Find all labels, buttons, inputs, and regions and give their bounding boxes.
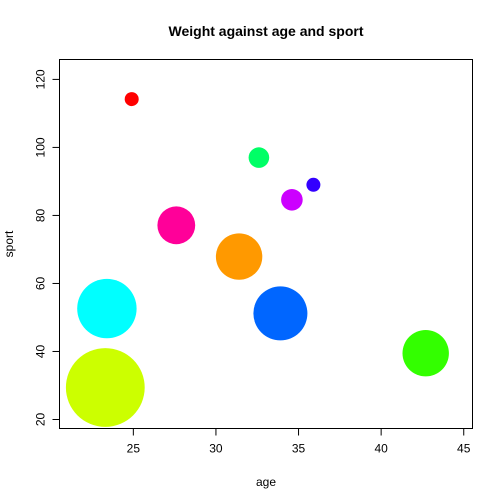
y-axis-label: sport bbox=[2, 230, 16, 257]
x-tick-label: 35 bbox=[292, 442, 306, 456]
x-axis-label: age bbox=[256, 475, 276, 489]
bubble-point-9 bbox=[402, 330, 449, 377]
data-points bbox=[65, 92, 449, 427]
bubble-point-5 bbox=[157, 206, 196, 245]
x-tick-label: 40 bbox=[374, 442, 388, 456]
bubble-point-6 bbox=[215, 233, 263, 280]
y-tick-label: 80 bbox=[34, 208, 48, 222]
bubble-point-8 bbox=[253, 286, 308, 341]
bubble-point-2 bbox=[248, 147, 270, 168]
chart-title: Weight against age and sport bbox=[169, 23, 364, 39]
y-axis: 20 40 60 80 100 120 bbox=[34, 69, 60, 426]
x-tick-label: 45 bbox=[457, 442, 471, 456]
y-tick-label: 20 bbox=[34, 413, 48, 427]
x-tick-label: 30 bbox=[209, 442, 223, 456]
bubble-point-10 bbox=[65, 348, 145, 427]
x-axis: 25 30 35 40 45 bbox=[127, 428, 471, 456]
bubble-point-3 bbox=[306, 177, 321, 192]
y-tick-label: 40 bbox=[34, 344, 48, 358]
bubble-point-7 bbox=[77, 278, 137, 339]
bubble-point-1 bbox=[124, 92, 139, 107]
y-tick-label: 60 bbox=[34, 276, 48, 290]
x-tick-label: 25 bbox=[127, 442, 141, 456]
bubble-point-4 bbox=[281, 189, 303, 211]
y-tick-label: 100 bbox=[34, 137, 48, 157]
y-tick-label: 120 bbox=[34, 69, 48, 89]
